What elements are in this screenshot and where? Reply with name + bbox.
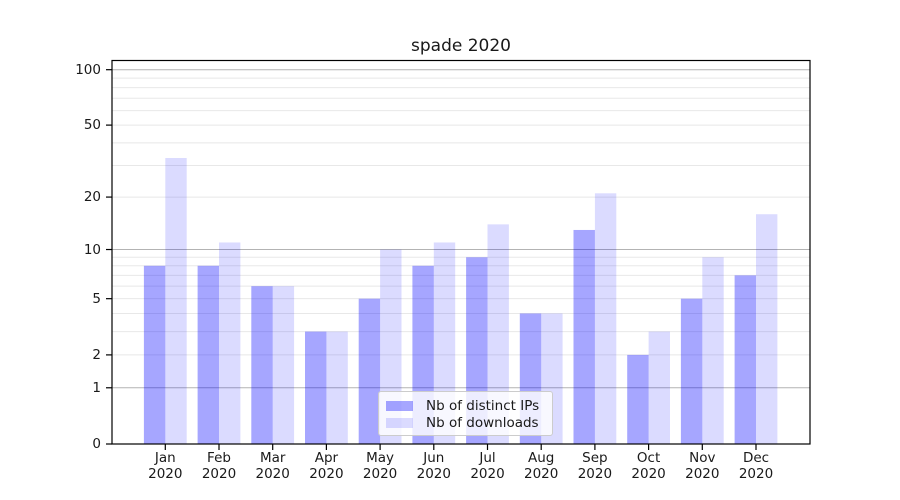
bar-distinct-ips-mar <box>251 286 273 444</box>
bar-distinct-ips-dec <box>734 275 756 444</box>
y-tick-label: 1 <box>92 379 101 396</box>
x-tick-label-jul: Jul 2020 <box>470 450 505 482</box>
y-tick-label: 50 <box>83 117 101 134</box>
legend-row-downloads: Nb of downloads <box>386 414 544 431</box>
chart-title: spade 2020 <box>411 36 511 56</box>
bar-distinct-ips-sep <box>573 229 595 444</box>
y-tick-label: 5 <box>92 290 101 307</box>
x-tick-label-nov: Nov 2020 <box>685 450 720 482</box>
bar-downloads-mar <box>272 286 295 444</box>
bar-distinct-ips-oct <box>627 354 649 444</box>
x-tick-label-apr: Apr 2020 <box>309 450 344 482</box>
legend-label-distinct-ips: Nb of distinct IPs <box>426 397 540 414</box>
plot-border <box>111 59 811 445</box>
y-tick-label: 0 <box>92 436 101 452</box>
bar-distinct-ips-apr <box>305 331 327 444</box>
legend-swatch-distinct-ips-icon <box>386 400 413 411</box>
y-tick-label: 20 <box>83 189 101 206</box>
x-tick-label-may: May 2020 <box>362 450 398 482</box>
bar-downloads-sep <box>594 193 617 444</box>
bar-distinct-ips-feb <box>197 265 219 444</box>
bar-distinct-ips-may <box>358 298 381 444</box>
x-tick-label-sep: Sep 2020 <box>577 450 613 482</box>
legend: Nb of distinct IPs Nb of downloads <box>378 391 553 436</box>
bar-downloads-oct <box>648 331 670 444</box>
bar-downloads-jul <box>487 224 509 444</box>
bar-downloads-nov <box>702 257 724 444</box>
x-tick-label-feb: Feb 2020 <box>201 450 237 482</box>
x-tick-label-jun: Jun 2020 <box>416 450 451 482</box>
bar-distinct-ips-nov <box>680 298 703 444</box>
x-tick-label-mar: Mar 2020 <box>255 450 290 482</box>
x-tick-label-dec: Dec 2020 <box>738 450 774 482</box>
legend-label-downloads: Nb of downloads <box>426 414 539 431</box>
x-tick-label-aug: Aug 2020 <box>524 450 559 482</box>
legend-row-distinct-ips: Nb of distinct IPs <box>386 397 544 414</box>
legend-swatch-downloads-icon <box>386 417 413 428</box>
bar-downloads-dec <box>756 214 778 444</box>
bar-downloads-apr <box>326 331 348 444</box>
bar-distinct-ips-jan <box>143 265 166 444</box>
y-tick-label: 10 <box>83 241 101 258</box>
x-tick-label-oct: Oct 2020 <box>631 450 666 482</box>
y-tick-label: 100 <box>75 61 101 78</box>
bar-downloads-jan <box>165 157 187 444</box>
x-tick-label-jan: Jan 2020 <box>148 450 183 482</box>
bar-downloads-feb <box>219 242 241 444</box>
y-tick-label: 2 <box>92 346 101 363</box>
